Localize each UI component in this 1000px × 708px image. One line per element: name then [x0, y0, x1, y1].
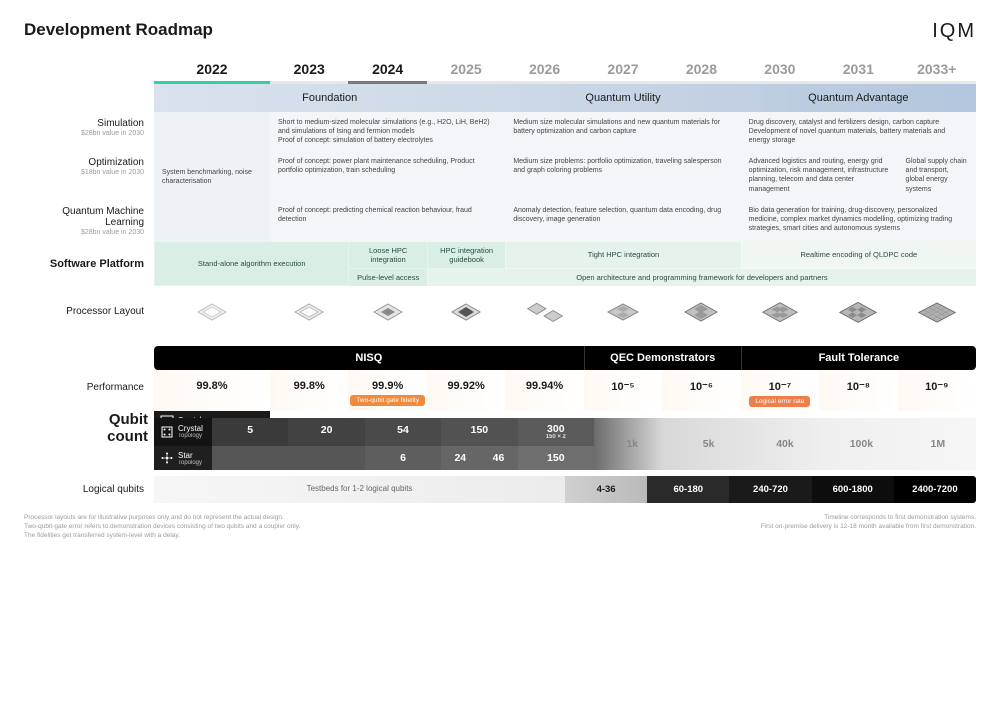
star-icon: [160, 451, 174, 465]
star-1: 2446: [441, 446, 517, 470]
perf-9: 10⁻⁹: [898, 370, 976, 411]
star-0: 6: [365, 446, 441, 470]
year-2025: 2025: [427, 55, 505, 84]
sw-realtime: Realtime encoding of QLDPC code: [741, 242, 976, 269]
row-label-processor: Processor Layout: [24, 286, 154, 346]
crystal-3: 150: [441, 418, 517, 447]
cell-qml-utility: Anomaly detection, feature selection, qu…: [505, 200, 740, 242]
perf-3: 99.92%: [427, 370, 505, 411]
cell-sim-foundation: Short to medium-sized molecular simulati…: [270, 112, 505, 151]
perf-8: 10⁻⁸: [819, 370, 897, 411]
cell-sim-advantage: Drug discovery, catalyst and fertilizers…: [741, 112, 976, 151]
row-label-performance: Performance: [24, 370, 154, 411]
chip-2028: [662, 286, 740, 346]
footnote-left: Processor layouts are for illustrative p…: [24, 513, 300, 540]
star-2: 150: [518, 446, 594, 470]
crystal-1: 20: [288, 418, 364, 447]
perf-0: 99.8%: [154, 370, 270, 411]
chip-2022: [154, 286, 270, 346]
chip-2031: [819, 286, 897, 346]
phase-foundation: Foundation: [154, 84, 505, 112]
chip-2024: [348, 286, 426, 346]
logical-3: 600-1800: [812, 476, 894, 503]
perf-5: 10⁻⁵: [584, 370, 662, 411]
crystal-0: 5: [212, 418, 288, 447]
sw-loose: Loose HPC integration: [348, 242, 426, 269]
crystal-2: 54: [365, 418, 441, 447]
logical-2: 240-720: [729, 476, 811, 503]
footnotes: Processor layouts are for illustrative p…: [24, 513, 976, 540]
year-2027: 2027: [584, 55, 662, 84]
phase-advantage: Quantum Advantage: [741, 84, 976, 112]
sw-guidebook: HPC integration guidebook: [427, 242, 505, 269]
merged-2: 40k: [747, 432, 823, 456]
logical-testbed: Testbeds for 1-2 logical qubits: [154, 476, 565, 503]
chip-2026: [505, 286, 583, 346]
logical-1: 60-180: [647, 476, 729, 503]
chip-2025: [427, 286, 505, 346]
row-label-software: Software Platform: [24, 242, 154, 286]
roadmap-grid: 2022 2023 2024 2025 2026 2027 2028 2030 …: [24, 55, 976, 446]
brand-logo: IQM: [932, 20, 976, 43]
tag-gate-fidelity: Two-qubit gate fidelity: [350, 395, 425, 406]
year-2033: 2033+: [898, 55, 976, 84]
band-nisq: NISQ: [154, 346, 584, 370]
tag-logical-error: Logical error rate: [749, 396, 810, 407]
sw-pulse: Pulse-level access: [348, 269, 426, 286]
row-label-qml: Quantum Machine Learning $28bn value in …: [24, 200, 154, 242]
topology-crystal-hdr: CrystalTopology: [154, 418, 212, 447]
row-label-simulation: Simulation $28bn value in 2030: [24, 112, 154, 151]
cell-opt-foundation: Proof of concept: power plant maintenanc…: [270, 151, 505, 199]
band-qec: QEC Demonstrators: [584, 346, 741, 370]
cell-opt-advantage-2: Global supply chain and transport, globa…: [898, 151, 976, 199]
perf-6: 10⁻⁶: [662, 370, 740, 411]
chip-2027: [584, 286, 662, 346]
logical-0: 4-36: [565, 476, 647, 503]
chip-2033: [898, 286, 976, 346]
cell-opt-utility: Medium size problems: portfolio optimiza…: [505, 151, 740, 199]
merged-1: 5k: [670, 432, 746, 456]
perf-4: 99.94%: [505, 370, 583, 411]
cell-qml-advantage: Bio data generation for training, drug-d…: [741, 200, 976, 242]
merged-3: 100k: [823, 432, 899, 456]
chip-2023: [270, 286, 348, 346]
page-title: Development Roadmap: [24, 20, 213, 40]
crystal-icon: [160, 425, 174, 439]
logical-4: 2400-7200: [894, 476, 976, 503]
perf-1: 99.8%: [270, 370, 348, 411]
merged-0: 1k: [594, 432, 670, 456]
year-2028: 2028: [662, 55, 740, 84]
row-label-optimization: Optimization $18bn value in 2030: [24, 151, 154, 199]
topology-star-hdr: StarTopology: [154, 446, 212, 470]
footnote-right: Timeline corresponds to first demonstrat…: [761, 513, 976, 540]
sw-openarch: Open architecture and programming framew…: [427, 269, 976, 286]
phase-utility: Quantum Utility: [505, 84, 740, 112]
year-2023: 2023: [270, 55, 348, 84]
perf-7: 10⁻⁷ Logical error rate: [741, 370, 819, 411]
chip-2030: [741, 286, 819, 346]
year-2024: 2024: [348, 55, 426, 84]
cell-sim-utility: Medium size molecular simulations and ne…: [505, 112, 740, 151]
row-label-logical: Logical qubits: [24, 476, 154, 503]
year-2026: 2026: [505, 55, 583, 84]
cell-opt-advantage-1: Advanced logistics and routing, energy g…: [741, 151, 898, 199]
year-2022: 2022: [154, 55, 270, 84]
year-2030: 2030: [741, 55, 819, 84]
band-ft: Fault Tolerance: [741, 346, 976, 370]
perf-2: 99.9% Two-qubit gate fidelity: [348, 370, 426, 411]
cell-system-benchmarking: System benchmarking, noise characterisat…: [154, 112, 270, 242]
merged-qubit-tail: 1k 5k 40k 100k 1M: [594, 418, 976, 471]
merged-4: 1M: [900, 432, 976, 456]
sw-tight: Tight HPC integration: [505, 242, 740, 269]
sw-standalone: Stand-alone algorithm execution: [154, 242, 348, 286]
crystal-4: 300150 × 2: [518, 418, 594, 447]
cell-qml-foundation: Proof of concept: predicting chemical re…: [270, 200, 505, 242]
year-2031: 2031: [819, 55, 897, 84]
